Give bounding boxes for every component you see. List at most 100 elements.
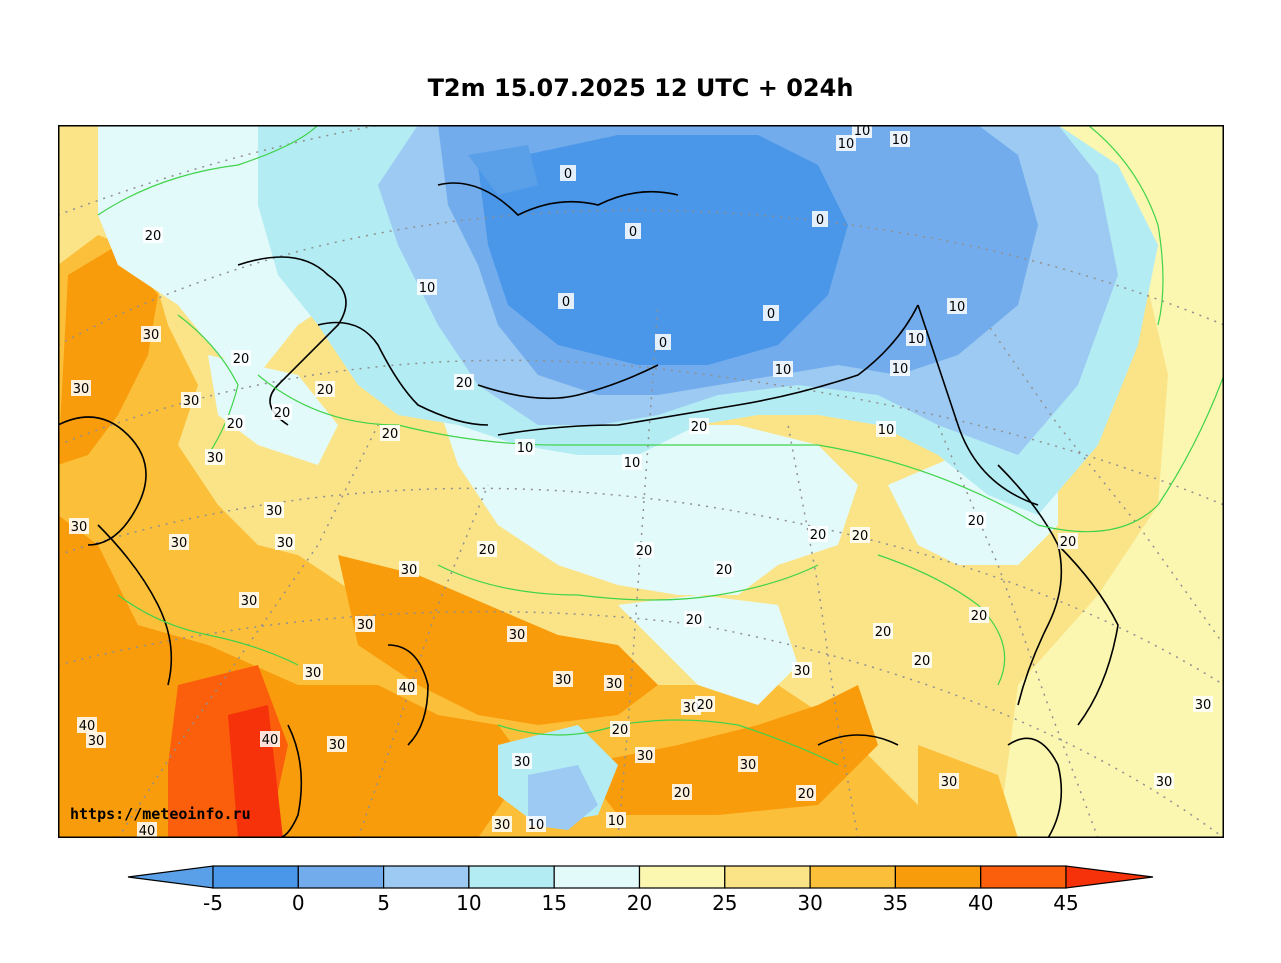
svg-text:30: 30 [241, 594, 258, 609]
contour-label: 10 [417, 279, 437, 296]
svg-text:20: 20 [227, 417, 244, 432]
svg-text:0: 0 [562, 295, 570, 310]
contour-label: 20 [272, 404, 292, 421]
contour-label: 10 [890, 360, 910, 377]
svg-text:0: 0 [767, 307, 775, 322]
svg-text:30: 30 [183, 394, 200, 409]
contour-label: 20 [672, 784, 692, 801]
contour-label: 30 [1154, 773, 1174, 790]
svg-text:30: 30 [1195, 698, 1212, 713]
contour-label: 30 [635, 747, 655, 764]
contour-label: 10 [526, 816, 546, 833]
source-credit: https://meteoinfo.ru [70, 805, 251, 823]
svg-text:20: 20 [968, 514, 985, 529]
contour-label: 40 [77, 717, 97, 734]
contour-label: 10 [606, 812, 626, 829]
svg-text:40: 40 [262, 733, 279, 748]
contour-label: 30 [141, 326, 161, 343]
colorbar-cell [980, 865, 1067, 889]
svg-text:10: 10 [949, 300, 966, 315]
contour-label: 0 [655, 334, 671, 351]
svg-text:30: 30 [740, 758, 757, 773]
svg-text:30: 30 [1156, 775, 1173, 790]
contour-label: 0 [812, 211, 828, 228]
contour-label: 30 [939, 773, 959, 790]
contour-label: 20 [912, 652, 932, 669]
svg-text:20: 20 [716, 563, 733, 578]
colorbar-tick-label: 20 [627, 891, 652, 915]
colorbar-cell [894, 865, 982, 889]
contour-label: 30 [492, 816, 512, 833]
contour-label: 40 [397, 679, 417, 696]
contour-label: 30 [181, 392, 201, 409]
contour-label: 20 [714, 561, 734, 578]
contour-label: 0 [763, 305, 779, 322]
contour-label: 20 [873, 623, 893, 640]
svg-text:20: 20 [636, 544, 653, 559]
svg-text:30: 30 [266, 504, 283, 519]
contour-label: 10 [773, 361, 793, 378]
svg-text:10: 10 [608, 814, 625, 829]
svg-text:30: 30 [88, 734, 105, 749]
contour-label: 30 [792, 662, 812, 679]
svg-text:20: 20 [875, 625, 892, 640]
colorbar-tick-label: 30 [797, 891, 822, 915]
colorbar-cell [212, 865, 299, 889]
svg-text:20: 20 [971, 609, 988, 624]
colorbar-cell [638, 865, 726, 889]
colorbar-cell [553, 865, 641, 889]
svg-text:10: 10 [892, 362, 909, 377]
colorbar-cell [468, 865, 555, 889]
contour-label: 10 [906, 330, 926, 347]
colorbar-tick-label: 5 [377, 891, 390, 915]
contour-label: 20 [610, 721, 630, 738]
svg-text:20: 20 [798, 787, 815, 802]
contour-label: 20 [969, 607, 989, 624]
contour-label: 30 [275, 534, 295, 551]
contour-label: 20 [143, 227, 163, 244]
contour-label: 30 [738, 756, 758, 773]
contour-label: 30 [355, 616, 375, 633]
colorbar-tick-label: 15 [541, 891, 566, 915]
contour-label: 0 [558, 293, 574, 310]
contour-label: 20 [796, 785, 816, 802]
svg-text:10: 10 [624, 456, 641, 471]
svg-text:30: 30 [71, 520, 88, 535]
contour-label: 20 [684, 611, 704, 628]
svg-text:30: 30 [555, 673, 572, 688]
contour-label: 30 [169, 534, 189, 551]
contour-label: 30 [71, 380, 91, 397]
svg-text:20: 20 [612, 723, 629, 738]
svg-text:40: 40 [79, 719, 96, 734]
contour-label: 20 [231, 350, 251, 367]
svg-text:10: 10 [892, 133, 909, 148]
svg-text:40: 40 [139, 824, 156, 838]
svg-text:30: 30 [509, 628, 526, 643]
contour-label: 20 [315, 381, 335, 398]
contour-label: 30 [86, 732, 106, 749]
svg-text:30: 30 [494, 818, 511, 833]
contour-label: 30 [69, 518, 89, 535]
svg-text:30: 30 [171, 536, 188, 551]
svg-text:30: 30 [637, 749, 654, 764]
svg-text:0: 0 [659, 336, 667, 351]
svg-text:20: 20 [697, 698, 714, 713]
contour-label: 0 [560, 165, 576, 182]
svg-text:10: 10 [838, 137, 855, 152]
svg-text:30: 30 [794, 664, 811, 679]
contour-label: 20 [695, 696, 715, 713]
contour-label: 30 [399, 561, 419, 578]
colorbar-cell [809, 865, 896, 889]
colorbar-extend-high [1065, 865, 1154, 889]
contour-label: 20 [1058, 533, 1078, 550]
contour-label: 20 [808, 526, 828, 543]
svg-text:30: 30 [277, 536, 294, 551]
svg-text:0: 0 [816, 213, 824, 228]
contour-label: 40 [260, 731, 280, 748]
svg-text:20: 20 [1060, 535, 1077, 550]
contour-label: 20 [454, 374, 474, 391]
contour-label: 20 [634, 542, 654, 559]
svg-text:0: 0 [629, 225, 637, 240]
contour-label: 10 [836, 135, 856, 152]
contour-label: 30 [553, 671, 573, 688]
